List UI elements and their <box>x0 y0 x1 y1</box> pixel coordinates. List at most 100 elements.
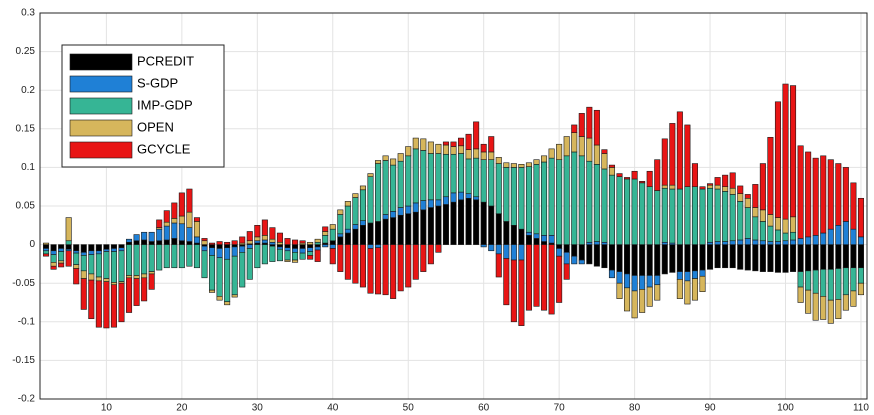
bar-segment <box>714 188 721 242</box>
bar-segment <box>344 205 351 230</box>
bar-segment <box>525 244 532 311</box>
bar-segment <box>729 172 736 189</box>
bar-segment <box>209 255 216 291</box>
bar-segment <box>729 194 736 242</box>
bar-segment <box>774 101 781 218</box>
bar-segment <box>359 225 366 245</box>
bar-segment <box>201 238 208 242</box>
bar-segment <box>669 244 676 273</box>
bar-segment <box>216 244 223 249</box>
bar-segment <box>110 248 117 252</box>
bar-segment <box>382 244 389 296</box>
bar-segment <box>744 244 751 271</box>
bar-segment <box>586 244 593 265</box>
bar-segment <box>427 141 434 154</box>
bar-segment <box>820 155 827 234</box>
bar-segment <box>661 187 668 243</box>
bar-segment <box>269 241 276 245</box>
bar-segment <box>744 194 751 199</box>
bar-segment <box>231 294 238 298</box>
bar-segment <box>624 178 631 245</box>
bar-segment <box>50 262 57 267</box>
bar-segment <box>299 252 306 260</box>
bar-segment <box>367 176 374 224</box>
bar-segment <box>269 238 276 243</box>
bar-segment <box>805 289 812 314</box>
bar-segment <box>163 221 170 227</box>
bar-segment <box>525 166 532 233</box>
bar-segment <box>110 282 117 286</box>
bar-segment <box>314 238 321 243</box>
bar-segment <box>397 214 404 245</box>
bar-segment <box>420 138 427 151</box>
bar-segment <box>563 155 570 245</box>
bar-segment <box>857 282 864 296</box>
bar-segment <box>156 244 163 271</box>
bar-segment <box>88 254 95 275</box>
bar-segment <box>857 197 864 238</box>
bar-segment <box>684 271 691 282</box>
bar-segment <box>412 148 419 204</box>
bar-segment <box>744 238 751 245</box>
bar-segment <box>752 216 759 241</box>
bar-segment <box>699 275 706 292</box>
bar-segment <box>503 167 510 222</box>
bar-segment <box>774 241 781 245</box>
legend: PCREDIT S-GDP IMP-GDP OPEN GCYCLE <box>61 44 225 168</box>
bar-segment <box>774 217 781 231</box>
y-tick-label: 0.25 <box>16 46 36 57</box>
bar-segment <box>722 241 729 245</box>
bar-segment <box>58 248 65 252</box>
bar-segment <box>684 124 691 188</box>
bar-segment <box>88 250 95 255</box>
bar-segment <box>676 188 683 245</box>
bar-segment <box>752 239 759 245</box>
bar-segment <box>458 137 465 147</box>
bar-segment <box>148 244 155 272</box>
bar-segment <box>473 196 480 201</box>
bar-segment <box>269 245 276 262</box>
legend-label: GCYCLE <box>137 141 191 156</box>
bar-segment <box>518 228 525 245</box>
x-tick-label: 40 <box>327 403 339 414</box>
bar-segment <box>359 189 366 221</box>
bar-segment <box>58 244 65 249</box>
bar-segment <box>209 247 216 256</box>
bar-segment <box>790 239 797 245</box>
bar-segment <box>835 299 842 320</box>
bar-segment <box>201 250 208 279</box>
bar-segment <box>103 248 110 252</box>
bar-segment <box>209 242 216 245</box>
bar-segment <box>201 245 208 252</box>
bar-segment <box>141 244 148 275</box>
bar-segment <box>254 240 261 244</box>
bar-segment <box>299 240 306 244</box>
bar-segment <box>133 278 140 306</box>
bar-segment <box>43 248 50 252</box>
bar-segment <box>375 163 382 222</box>
bar-segment <box>390 211 397 218</box>
bar-segment <box>88 279 95 320</box>
bar-segment <box>73 244 80 252</box>
bar-segment <box>224 244 231 248</box>
bar-segment <box>525 231 532 236</box>
bar-segment <box>284 238 291 245</box>
bar-segment <box>601 244 608 269</box>
bar-segment <box>65 244 72 250</box>
bar-segment <box>88 273 95 281</box>
bar-segment <box>314 246 321 251</box>
legend-label: IMP-GDP <box>137 97 193 112</box>
bar-segment <box>548 157 555 236</box>
bar-segment <box>412 211 419 245</box>
bar-segment <box>661 184 668 189</box>
bar-segment <box>80 244 87 253</box>
bar-segment <box>239 236 246 244</box>
bar-segment <box>820 244 827 270</box>
bar-segment <box>382 218 389 245</box>
bar-segment <box>284 244 291 248</box>
bar-segment <box>797 145 804 239</box>
bar-segment <box>797 271 804 288</box>
bar-segment <box>307 251 314 256</box>
bar-segment <box>322 231 329 236</box>
bar-segment <box>442 196 449 205</box>
